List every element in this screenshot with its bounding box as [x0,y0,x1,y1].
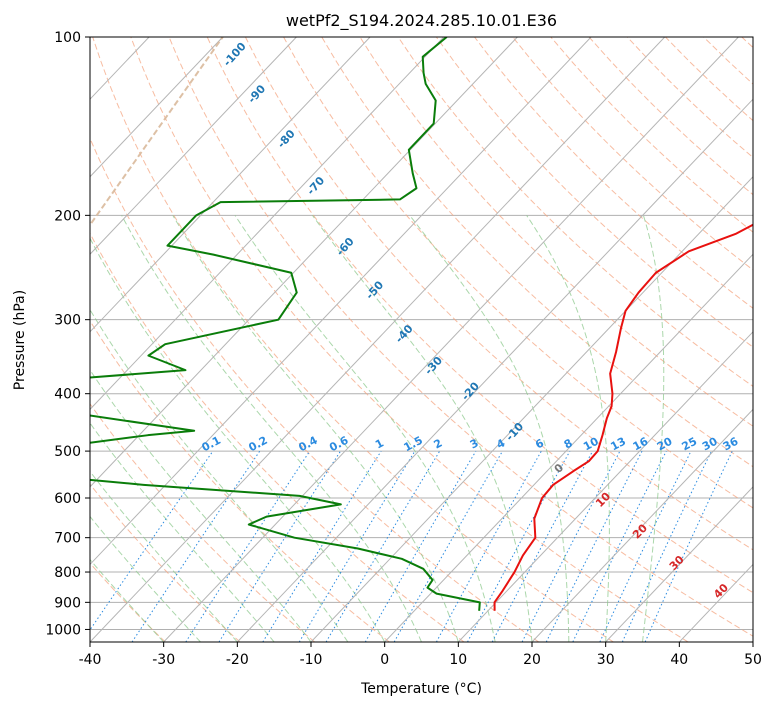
isotherm-line [605,486,753,642]
mixing-ratio-line [218,450,341,642]
isotherm-line [384,253,753,642]
dry-adiabat-line [283,37,753,509]
mixing-ratio-line [572,450,667,642]
isotherm-line [90,37,666,642]
dry-adiabat-line [90,402,315,642]
x-tick-label: 30 [597,652,615,668]
mixing-ratio-line [262,450,382,642]
moist-adiabat-line [121,215,422,642]
moist-adiabat-line [90,422,275,642]
dry-adiabat-line [397,37,753,387]
axes: -40 -30 -20 -10 0 10 20 30 40 50 100 200 300 400 500 60… [45,30,762,668]
y-tick-label: 800 [54,565,81,581]
mixing-ratio-line [545,450,643,642]
sounding-series [90,37,753,611]
x-tick-label: -20 [226,652,249,668]
isotherm-line [90,37,445,411]
moist-adiabat-line [312,215,533,642]
x-tick-label: 0 [380,652,389,668]
chart-title: wetPf2_S194.2024.285.10.01.E36 [286,11,557,31]
y-tick-label: 300 [54,313,81,329]
dry-adiabat-line [130,37,689,642]
isotherm-line [310,176,753,642]
dry-adiabat-line [90,137,540,642]
y-tick-label: 500 [54,444,81,460]
isotherm-line [90,37,592,566]
isotherms [90,37,753,642]
x-tick-label: -10 [300,652,323,668]
mixing-ratio-line [467,450,571,642]
y-tick-label: 600 [54,491,81,507]
y-tick-label: 1000 [45,622,81,638]
isotherm-line [90,37,371,333]
y-tick-label: 700 [54,531,81,547]
x-tick-label: 10 [449,652,467,668]
mixing-ratio-line [435,450,542,642]
moist-adiabat-line [90,558,165,642]
y-tick-label: 200 [54,208,81,224]
moist-adiabat-line [234,215,496,642]
moist-adiabat-line [172,215,459,642]
isotherm-line [90,37,224,178]
x-tick-label: 20 [523,652,541,668]
dry-adiabat-line [359,37,753,427]
dry-adiabat-line [90,319,390,642]
moist-adiabat-line [526,215,610,642]
mixing-ratio-line [90,450,214,631]
mixing-ratio-label: 16 [631,435,651,454]
x-tick-label: -30 [152,652,175,668]
moist-adiabat-line [90,470,238,642]
moist-adiabat-line [90,515,201,642]
mixing-ratio-label: 25 [680,435,700,454]
isotherm-line [90,37,518,488]
isotherm-line [531,408,753,642]
dry-adiabat-line [206,37,753,594]
mixing-ratio-label: 20 [655,435,675,454]
x-tick-label: -40 [79,652,102,668]
mixing-ratio-label: 30 [700,435,720,454]
moist-adiabat-line [90,237,386,642]
dry-adiabat-line [92,37,614,642]
mixing-ratio-line [185,450,311,642]
mixing-ratio-line [298,450,416,642]
dry-adiabat-line [168,37,753,637]
y-tick-label: 400 [54,387,81,403]
mixing-ratio-line [393,450,503,642]
dry-adiabat-line [474,37,753,309]
dry-adiabat-line [90,562,166,642]
moist-adiabat-line [642,215,665,642]
dewpoint-line [90,37,481,611]
plot-frame [89,36,754,643]
isotherm-line [236,98,753,642]
moist-adiabat-line [90,369,312,642]
moist-adiabat-line [90,308,349,642]
mixing-ratio-label: 36 [721,435,741,454]
mixing-ratio-label: 10 [581,435,601,454]
x-axis-label: Temperature (°C) [360,681,482,697]
y-tick-label: 900 [54,595,81,611]
isotherm-line [90,37,297,256]
x-tick-label: 40 [670,652,688,668]
y-axis-label: Pressure (hPa) [12,290,28,390]
y-tick-label: 100 [54,30,81,46]
temperature-line [493,223,753,611]
mixing-ratio-label: 13 [608,435,628,454]
x-tick-label: 50 [744,652,762,668]
isotherm-line [163,37,739,642]
isotherm-line [457,331,753,642]
